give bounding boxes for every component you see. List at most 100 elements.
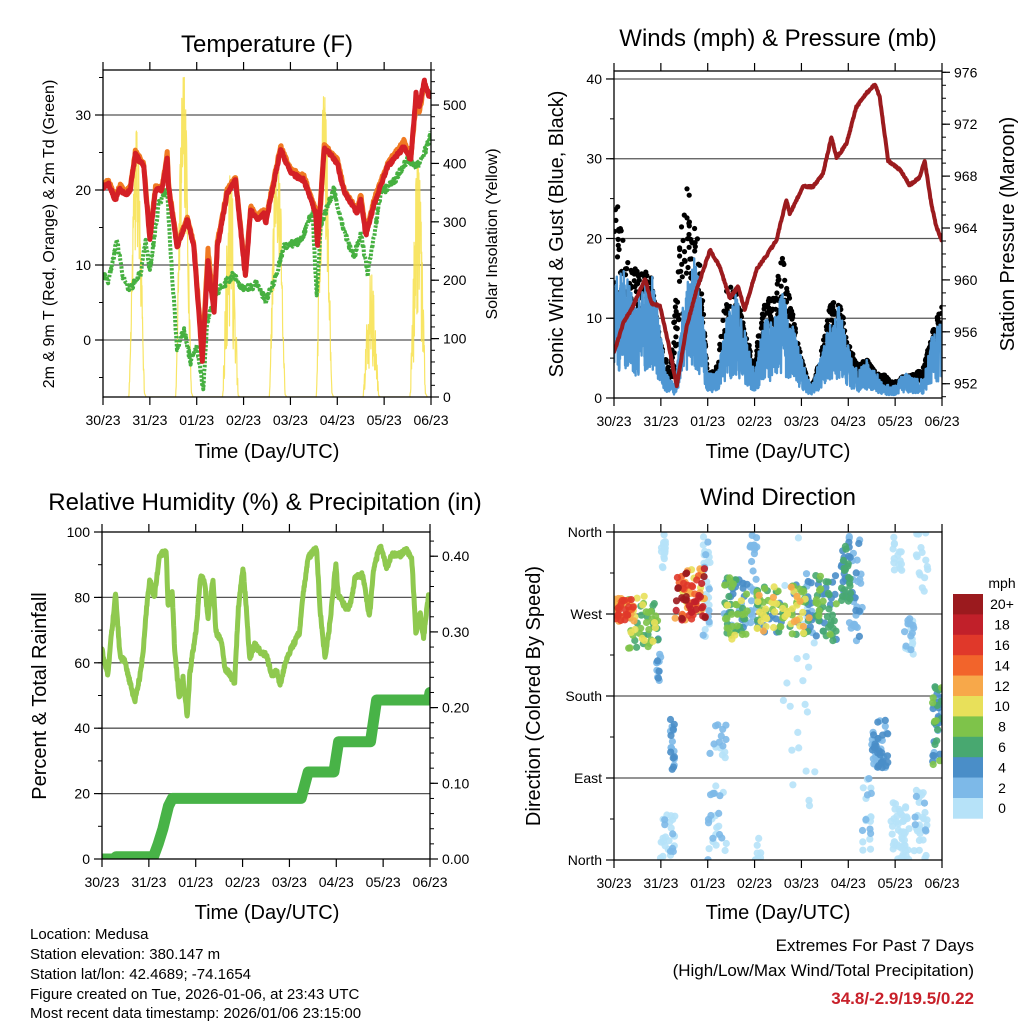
direction-point: [721, 581, 729, 589]
gust-point: [686, 223, 692, 229]
y2-tick-label: 0.20: [442, 700, 469, 716]
dewpoint-line: [103, 130, 431, 392]
wind-direction-x-label: Time (Day/UTC): [706, 902, 851, 924]
legend-label: 16: [994, 637, 1010, 653]
direction-point: [701, 626, 709, 634]
gust-point: [761, 312, 767, 318]
x-tick-label: 05/23: [366, 874, 401, 890]
direction-point: [668, 737, 677, 746]
y-tick-label: 10: [75, 257, 91, 273]
gust-point: [615, 204, 621, 210]
y-tick-label: 40: [586, 71, 602, 87]
direction-point: [722, 721, 730, 729]
direction-point: [649, 637, 657, 645]
direction-point: [812, 599, 820, 607]
gust-point: [681, 249, 688, 255]
direction-point: [840, 564, 848, 572]
gust-point: [678, 224, 685, 230]
extremes-summary: Extremes For Past 7 Days (High/Low/Max W…: [673, 936, 974, 1008]
wind-direction-title: Wind Direction: [700, 484, 856, 511]
direction-point: [878, 749, 886, 757]
temperature-x-label: Time (Day/UTC): [195, 441, 340, 463]
direction-point: [706, 749, 714, 758]
direction-point: [672, 606, 680, 615]
wind-direction-y-label: Direction (Colored By Speed): [523, 566, 545, 826]
legend-swatch: [953, 614, 983, 636]
gust-point: [676, 278, 683, 284]
direction-point: [700, 573, 708, 581]
gust-point: [717, 341, 723, 347]
direction-point: [704, 856, 712, 860]
gust-point: [828, 317, 835, 323]
gust-point: [878, 373, 884, 379]
gust-point: [914, 369, 920, 375]
direction-point: [647, 607, 655, 615]
gust-point: [697, 262, 703, 268]
y-tick-label: 60: [74, 655, 90, 671]
y2-tick-label: 200: [443, 272, 467, 288]
direction-point: [929, 760, 937, 769]
gust-point: [634, 268, 640, 274]
direction-point: [815, 612, 823, 620]
direction-point: [919, 789, 927, 797]
t2m-line: [103, 77, 431, 364]
gust-point: [673, 334, 679, 340]
gust-point: [678, 268, 684, 274]
direction-point: [702, 551, 710, 559]
direction-point: [789, 781, 797, 789]
direction-point: [661, 821, 669, 829]
gridlines: [614, 613, 942, 779]
direction-point: [753, 841, 761, 849]
direction-point: [799, 608, 807, 617]
direction-point: [717, 732, 725, 740]
direction-point: [888, 830, 896, 838]
direction-point: [705, 585, 713, 593]
y2-tick-label: 500: [443, 97, 467, 113]
gust-point: [692, 244, 698, 250]
direction-point: [794, 728, 802, 737]
gust-point: [680, 237, 686, 244]
legend-title: mph: [988, 575, 1015, 591]
solar-insolation-line: [125, 76, 428, 397]
gust-point: [720, 317, 726, 323]
gust-point: [713, 364, 720, 370]
legend-swatch: [953, 696, 983, 717]
direction-point: [725, 592, 733, 601]
direction-point: [831, 572, 840, 580]
humidity-x-label: Time (Day/UTC): [195, 902, 340, 924]
gust-point: [681, 257, 688, 263]
y2-tick-label: 0.10: [442, 775, 469, 791]
direction-point: [844, 552, 853, 560]
gust-point: [935, 316, 941, 322]
direction-point: [667, 748, 675, 756]
direction-point: [918, 548, 926, 557]
legend-swatch: [953, 634, 983, 656]
direction-point: [922, 827, 930, 835]
direction-point: [678, 614, 686, 622]
y2-tick-label: 0.00: [442, 851, 469, 867]
direction-point: [660, 539, 668, 547]
location-text: Location: Medusa: [30, 926, 149, 943]
direction-point: [799, 622, 808, 631]
gust-point: [790, 312, 796, 318]
direction-point: [852, 569, 860, 577]
y2-tick-label: 976: [954, 64, 978, 80]
x-tick-label: 05/23: [878, 413, 913, 429]
x-tick-label: 30/23: [84, 874, 119, 890]
direction-point: [630, 617, 638, 625]
direction-point: [881, 722, 889, 730]
direction-point: [729, 580, 737, 588]
direction-point: [910, 847, 918, 855]
direction-point: [919, 836, 927, 844]
x-tick-label: 31/23: [132, 412, 167, 428]
direction-point: [907, 632, 915, 640]
direction-point: [810, 639, 818, 647]
direction-point: [906, 615, 914, 623]
y-tick-label: North: [568, 524, 602, 540]
direction-point: [889, 799, 897, 807]
direction-point: [673, 573, 682, 582]
direction-point: [912, 792, 921, 801]
direction-point: [894, 551, 902, 559]
gust-point: [677, 253, 683, 259]
direction-point: [866, 825, 874, 833]
